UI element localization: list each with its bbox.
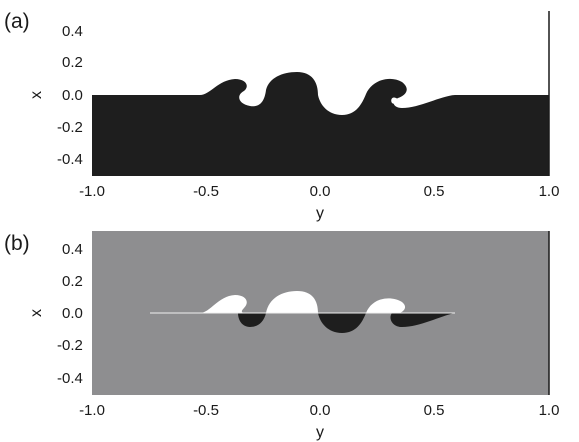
panel-a-ytick: -0.2 — [57, 119, 83, 136]
panel-a-ytick: 0.0 — [62, 87, 83, 104]
panel-b-ytick: 0.2 — [62, 273, 83, 290]
panel-a-xtick: -0.5 — [193, 183, 219, 200]
panel-b-xtick: 1.0 — [539, 402, 560, 419]
panel-a-ylabel: x — [28, 91, 45, 99]
panel-b-ytick: -0.2 — [57, 337, 83, 354]
panel-b-xtick: -0.5 — [193, 402, 219, 419]
panel-a-ytick: 0.2 — [62, 54, 83, 71]
panel-a-roll-core-left — [241, 90, 252, 103]
panel-b: (b) 0.4 0.2 0.0 -0.2 -0.4 -1.0 -0.5 0.0 … — [4, 231, 559, 441]
panel-a-xtick: -1.0 — [79, 183, 105, 200]
panel-b-light-lobes — [150, 291, 455, 313]
panel-a-dark-fluid — [92, 72, 549, 176]
panel-b-ytick: 0.0 — [62, 305, 83, 322]
panel-a-xtick: 0.0 — [310, 183, 331, 200]
panel-a-ytick: 0.4 — [62, 23, 83, 40]
panel-a-xlabel: y — [316, 205, 324, 222]
panel-b-xtick: 0.0 — [310, 402, 331, 419]
panel-a-xtick: 0.5 — [424, 183, 445, 200]
panel-b-ytick: 0.4 — [62, 241, 83, 258]
panel-a-xtick: 1.0 — [539, 183, 560, 200]
panel-b-label: (b) — [4, 232, 30, 255]
panel-b-xlabel: y — [316, 424, 324, 441]
panel-b-ylabel: x — [28, 309, 45, 317]
panel-a: (a) 0.4 0.2 0.0 -0.2 -0.4 -1.0 -0.5 0.0 … — [4, 10, 559, 222]
panel-a-ytick: -0.4 — [57, 151, 83, 168]
panel-a-label: (a) — [4, 10, 30, 33]
panel-b-ytick: -0.4 — [57, 370, 83, 387]
panel-b-xtick: 0.5 — [424, 402, 445, 419]
panel-a-roll-core-right — [391, 97, 399, 104]
panel-b-xtick: -1.0 — [79, 402, 105, 419]
panel-b-dark-lobes — [238, 313, 455, 333]
